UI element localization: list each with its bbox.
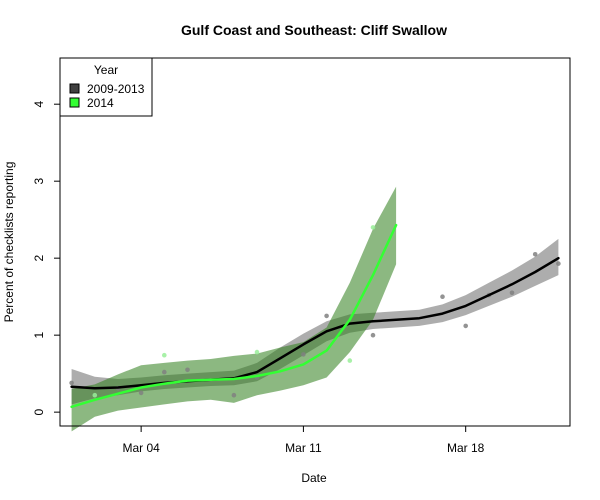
- y-tick-label-4: 4: [32, 101, 46, 108]
- data-point-2014-3: [347, 358, 353, 363]
- legend-label-2014: 2014: [87, 96, 114, 110]
- legend-title: Year: [94, 63, 118, 77]
- y-tick-label-1: 1: [32, 332, 46, 339]
- data-point-2009-2013-14: [532, 252, 538, 257]
- data-point-2009-2013-13: [509, 290, 515, 296]
- y-tick-label-3: 3: [32, 178, 46, 185]
- y-axis: 0 1 2 3 4: [32, 101, 61, 415]
- data-point-2009-2013-7: [301, 352, 306, 357]
- data-points: [69, 225, 561, 398]
- legend-label-2009-2013: 2009-2013: [87, 82, 145, 96]
- legend-swatch-2009-2013: [69, 83, 80, 94]
- fit-line-2009-2013: [70, 256, 560, 390]
- data-point-2014-4: [370, 225, 376, 230]
- data-point-2009-2013-11: [463, 323, 469, 329]
- ci-band-2014: [71, 186, 397, 432]
- data-point-2009-2013-2: [138, 390, 144, 396]
- data-point-2009-2013-3: [162, 369, 167, 375]
- data-point-2009-2013-15: [556, 261, 561, 266]
- data-point-2014-1: [162, 352, 167, 358]
- y-tick-label-0: 0: [32, 408, 46, 415]
- chart-title: Gulf Coast and Southeast: Cliff Swallow: [181, 22, 447, 38]
- data-point-2014-0: [92, 392, 98, 398]
- fit-line-2014: [70, 223, 398, 409]
- x-axis: Mar 04 Mar 11 Mar 18: [122, 425, 485, 455]
- y-axis-label: Percent of checklists reporting: [2, 162, 16, 323]
- x-tick-label-2: Mar 18: [447, 441, 485, 455]
- data-point-2009-2013-0: [69, 380, 74, 386]
- data-point-2009-2013-5: [231, 392, 237, 398]
- x-tick-label-1: Mar 11: [285, 441, 322, 455]
- confidence-bands: [71, 186, 559, 432]
- data-point-2014-2: [254, 349, 260, 355]
- legend-swatch-2014: [69, 97, 80, 108]
- x-axis-label: Date: [301, 471, 327, 485]
- legend: Year 2009-2013 2014: [59, 57, 153, 117]
- data-point-2009-2013-4: [185, 367, 190, 373]
- fit-lines: [70, 223, 560, 409]
- x-tick-label-0: Mar 04: [122, 441, 160, 455]
- data-point-2009-2013-10: [440, 294, 445, 300]
- y-tick-label-2: 2: [32, 255, 46, 262]
- data-point-2009-2013-9: [370, 332, 376, 338]
- data-point-2009-2013-8: [324, 313, 329, 319]
